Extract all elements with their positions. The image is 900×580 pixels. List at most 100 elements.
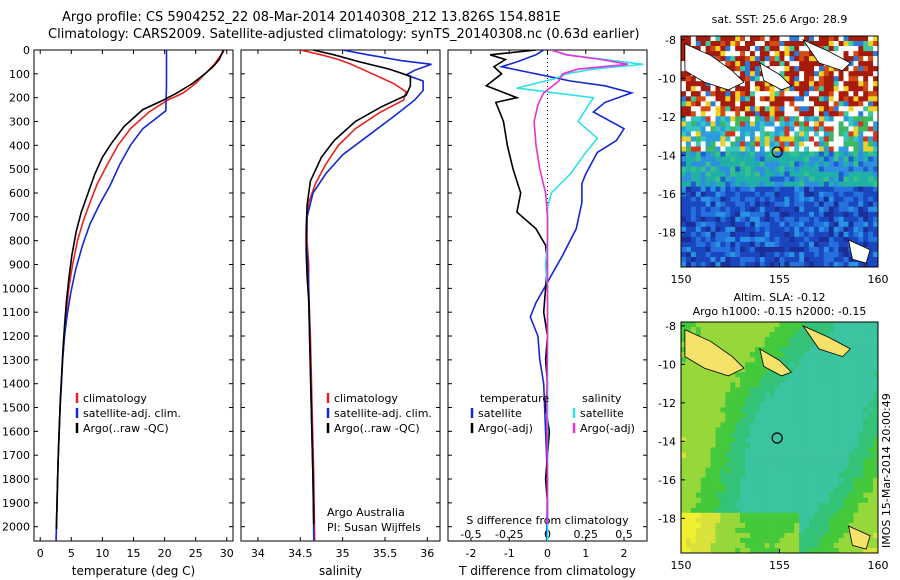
sla_map-cell	[759, 372, 766, 378]
sla_map-cell	[828, 482, 835, 489]
sst_map-cell	[740, 216, 746, 223]
sst_map-cell	[745, 196, 751, 203]
sst_map-cell	[720, 221, 726, 228]
sst_map-cell	[779, 61, 785, 67]
sst_map-cell	[725, 121, 731, 127]
figure-title-line1: Argo profile: CS 5904252_22 08-Mar-2014 …	[62, 10, 561, 25]
sst_map-cell	[685, 211, 692, 218]
depth-tick-label: 1400	[2, 378, 30, 391]
sla_map-cell	[681, 512, 687, 519]
sla_map-cell	[705, 522, 711, 529]
sst_map-cell	[804, 36, 810, 42]
sst_map-cell	[740, 56, 746, 62]
sst_map-cell	[715, 151, 721, 157]
sla_map-cell	[725, 457, 731, 463]
sla_map-cell	[779, 392, 785, 398]
sla_map-cell	[794, 548, 800, 554]
sla_map-cell	[700, 462, 706, 468]
sla_map-cell	[814, 362, 820, 368]
sla_map-cell	[710, 382, 716, 388]
sla_map-cell	[705, 422, 711, 428]
sla_map-cell	[730, 342, 736, 348]
sst_map-cell	[809, 151, 815, 157]
sla_map-cell	[804, 462, 810, 468]
sla_map-cell	[853, 522, 859, 529]
sla_map-cell	[730, 487, 736, 494]
sla_map-cell	[799, 537, 805, 544]
sst_map-cell	[725, 161, 731, 167]
sla_map-cell	[730, 472, 736, 479]
sst_map-cell	[725, 41, 731, 47]
sst_map-cell	[868, 141, 874, 147]
sla_map-cell	[715, 372, 721, 378]
sla_map-cell	[809, 543, 815, 549]
sla_map-cell	[705, 412, 711, 418]
sst_map-cell	[715, 257, 721, 263]
sla_map-cell	[853, 462, 859, 468]
sst_map-cell	[735, 106, 741, 112]
sla_map-cell	[823, 432, 830, 438]
sla_map-cell	[818, 427, 825, 433]
sla_map-cell	[833, 527, 839, 534]
sla_map-cell	[828, 527, 835, 534]
sla_map-cell	[823, 457, 830, 463]
sla_map-cell	[818, 548, 825, 554]
sla_map-cell	[848, 382, 854, 388]
sst_map-cell	[769, 131, 775, 137]
sst_map-cell	[818, 81, 825, 87]
sst_map-cell	[745, 136, 751, 142]
sla_map-cell	[764, 467, 770, 473]
sla_map-cell	[809, 467, 815, 473]
sla_map-cell	[873, 362, 879, 368]
sla_map-cell	[873, 437, 879, 443]
sst_map-cell	[853, 201, 859, 208]
sla_map-cell	[833, 497, 839, 504]
sst_map-cell	[745, 141, 751, 147]
sst_map-cell	[754, 121, 761, 127]
sst_map-cell	[715, 46, 721, 52]
sst_map-cell	[690, 226, 697, 233]
sla_map-cell	[774, 337, 780, 343]
sla_map-cell	[695, 507, 702, 514]
sla_map-cell	[754, 487, 761, 494]
sst_map-cell	[843, 211, 849, 218]
sst_map-cell	[833, 216, 839, 223]
sst_map-cell	[833, 211, 839, 218]
sst_map-cell	[769, 236, 775, 243]
sst_map-cell	[789, 246, 795, 253]
coastline-outline	[801, 324, 852, 358]
sla_map-cell	[818, 352, 825, 358]
sst_map-cell	[705, 81, 711, 87]
sla_map-cell	[784, 417, 790, 423]
sla_map-cell	[740, 442, 746, 448]
sst_map-cell	[838, 216, 844, 223]
sla_map-cell	[754, 543, 761, 549]
sla_map-cell	[794, 387, 800, 393]
sla_map-cell	[730, 322, 736, 328]
sla_map-cell	[700, 543, 706, 549]
sla_map-cell	[873, 447, 879, 453]
sst_map-cell	[843, 96, 849, 102]
sst_map-cell	[873, 251, 879, 258]
sla_map-cell	[759, 477, 766, 484]
sla_map-cell	[720, 342, 726, 348]
sla_map-cell	[690, 417, 697, 423]
sla_map-cell	[774, 332, 780, 338]
sla_map-cell	[754, 437, 761, 443]
sst_map-cell	[764, 101, 770, 107]
sla_map-cell	[700, 397, 706, 403]
sst_map-cell	[818, 126, 825, 132]
sst_map-cell	[710, 211, 716, 218]
sla_map-cell	[789, 537, 795, 544]
sla_map-cell	[740, 472, 746, 479]
sla_map-cell	[838, 487, 844, 494]
sla_map-cell	[873, 543, 879, 549]
sst_map-cell	[685, 91, 692, 97]
sla_map-cell	[774, 422, 780, 428]
sla_map-cell	[740, 502, 746, 509]
sla_map-cell	[754, 527, 761, 534]
sla_map-cell	[823, 422, 830, 428]
sla_map-cell	[700, 507, 706, 514]
sst_map-cell	[848, 111, 854, 117]
sla_map-cell	[794, 457, 800, 463]
